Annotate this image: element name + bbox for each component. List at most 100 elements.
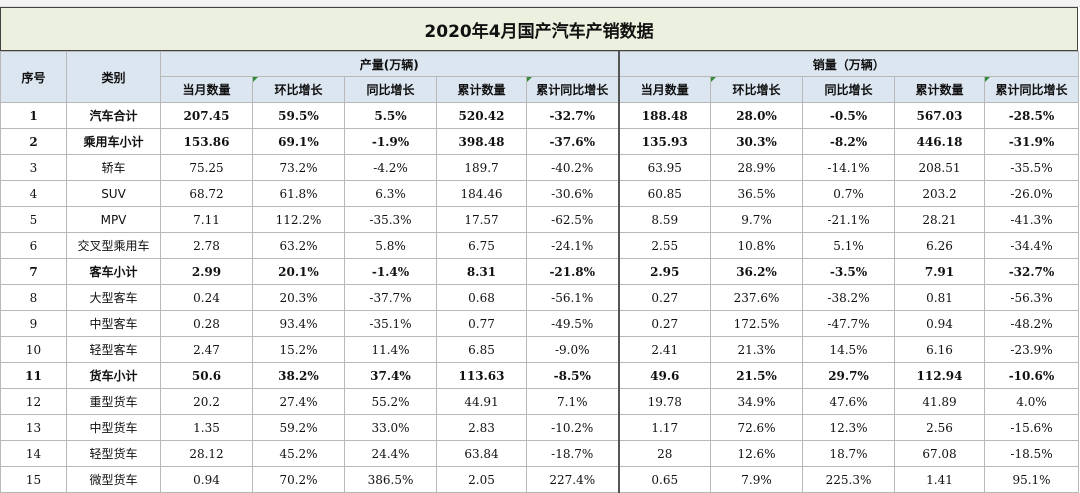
cell-sales-2[interactable]: 47.6% (802, 388, 896, 415)
cell-sales-0[interactable]: 2.55 (617, 232, 712, 259)
cell-seq[interactable]: 9 (0, 310, 67, 337)
cell-production-2[interactable]: -37.7% (344, 284, 437, 311)
cell-sales-1[interactable]: 172.5% (710, 310, 804, 337)
cell-production-4[interactable]: -8.5% (525, 362, 620, 389)
cell-production-1[interactable]: 69.1% (252, 128, 345, 155)
cell-seq[interactable]: 1 (0, 102, 67, 129)
cell-seq[interactable]: 8 (0, 284, 67, 311)
cell-sales-1[interactable]: 36.5% (710, 180, 804, 207)
cell-sales-2[interactable]: -47.7% (802, 310, 896, 337)
cell-sales-3[interactable]: 203.2 (894, 180, 986, 207)
cell-sales-3[interactable]: 28.21 (894, 206, 986, 233)
cell-sales-0[interactable]: 0.27 (617, 310, 712, 337)
cell-production-1[interactable]: 20.1% (252, 258, 345, 285)
cell-sales-0[interactable]: 2.95 (617, 258, 712, 285)
cell-sales-4[interactable]: -41.3% (984, 206, 1080, 233)
cell-production-2[interactable]: 6.3% (344, 180, 437, 207)
cell-production-4[interactable]: -32.7% (525, 102, 620, 129)
cell-production-4[interactable]: -21.8% (525, 258, 620, 285)
cell-category[interactable]: 重型货车 (66, 388, 161, 415)
cell-production-0[interactable]: 207.45 (160, 102, 253, 129)
header-production-col-3[interactable]: 累计数量 (436, 76, 527, 103)
cell-production-4[interactable]: -24.1% (525, 232, 620, 259)
cell-sales-2[interactable]: 0.7% (802, 180, 896, 207)
cell-production-1[interactable]: 59.5% (252, 102, 345, 129)
cell-production-1[interactable]: 73.2% (252, 154, 345, 181)
header-sales-col-0[interactable]: 当月数量 (617, 76, 712, 103)
cell-sales-4[interactable]: -56.3% (984, 284, 1080, 311)
cell-sales-4[interactable]: -35.5% (984, 154, 1080, 181)
cell-sales-2[interactable]: 5.1% (802, 232, 896, 259)
cell-production-0[interactable]: 68.72 (160, 180, 253, 207)
cell-production-2[interactable]: -4.2% (344, 154, 437, 181)
cell-sales-4[interactable]: -23.9% (984, 336, 1080, 363)
cell-sales-3[interactable]: 67.08 (894, 440, 986, 467)
cell-production-3[interactable]: 63.84 (436, 440, 527, 467)
cell-production-4[interactable]: -10.2% (525, 414, 620, 441)
cell-production-3[interactable]: 44.91 (436, 388, 527, 415)
cell-production-1[interactable]: 45.2% (252, 440, 345, 467)
cell-category[interactable]: SUV (66, 180, 161, 207)
cell-production-0[interactable]: 0.28 (160, 310, 253, 337)
cell-production-3[interactable]: 17.57 (436, 206, 527, 233)
cell-sales-0[interactable]: 28 (617, 440, 712, 467)
cell-sales-4[interactable]: 4.0% (984, 388, 1080, 415)
cell-production-4[interactable]: -18.7% (525, 440, 620, 467)
header-production-col-4[interactable]: 累计同比增长 (525, 76, 620, 103)
cell-sales-1[interactable]: 28.0% (710, 102, 804, 129)
cell-production-0[interactable]: 7.11 (160, 206, 253, 233)
cell-sales-4[interactable]: -34.4% (984, 232, 1080, 259)
cell-sales-0[interactable]: 0.27 (617, 284, 712, 311)
cell-sales-3[interactable]: 446.18 (894, 128, 986, 155)
cell-sales-3[interactable]: 112.94 (894, 362, 986, 389)
cell-production-0[interactable]: 2.47 (160, 336, 253, 363)
cell-sales-2[interactable]: 12.3% (802, 414, 896, 441)
cell-sales-1[interactable]: 9.7% (710, 206, 804, 233)
cell-production-2[interactable]: 11.4% (344, 336, 437, 363)
cell-sales-4[interactable]: -48.2% (984, 310, 1080, 337)
cell-sales-3[interactable]: 208.51 (894, 154, 986, 181)
header-production-col-1[interactable]: 环比增长 (252, 76, 345, 103)
cell-sales-1[interactable]: 12.6% (710, 440, 804, 467)
cell-sales-2[interactable]: 18.7% (802, 440, 896, 467)
cell-production-0[interactable]: 2.99 (160, 258, 253, 285)
cell-sales-1[interactable]: 10.8% (710, 232, 804, 259)
cell-production-2[interactable]: 24.4% (344, 440, 437, 467)
cell-production-0[interactable]: 75.25 (160, 154, 253, 181)
cell-production-1[interactable]: 93.4% (252, 310, 345, 337)
cell-sales-0[interactable]: 19.78 (617, 388, 712, 415)
cell-production-3[interactable]: 0.68 (436, 284, 527, 311)
cell-sales-1[interactable]: 237.6% (710, 284, 804, 311)
cell-sales-1[interactable]: 30.3% (710, 128, 804, 155)
cell-sales-0[interactable]: 2.41 (617, 336, 712, 363)
cell-production-0[interactable]: 50.6 (160, 362, 253, 389)
cell-sales-3[interactable]: 6.16 (894, 336, 986, 363)
cell-production-1[interactable]: 20.3% (252, 284, 345, 311)
cell-category[interactable]: 轿车 (66, 154, 161, 181)
cell-category[interactable]: 货车小计 (66, 362, 161, 389)
cell-production-3[interactable]: 189.7 (436, 154, 527, 181)
cell-sales-2[interactable]: -0.5% (802, 102, 896, 129)
cell-production-2[interactable]: -35.3% (344, 206, 437, 233)
cell-sales-2[interactable]: -8.2% (802, 128, 896, 155)
cell-production-1[interactable]: 27.4% (252, 388, 345, 415)
cell-sales-4[interactable]: -26.0% (984, 180, 1080, 207)
cell-sales-3[interactable]: 567.03 (894, 102, 986, 129)
cell-production-0[interactable]: 28.12 (160, 440, 253, 467)
cell-production-4[interactable]: 7.1% (525, 388, 620, 415)
cell-production-3[interactable]: 184.46 (436, 180, 527, 207)
cell-seq[interactable]: 10 (0, 336, 67, 363)
cell-category[interactable]: 汽车合计 (66, 102, 161, 129)
cell-seq[interactable]: 4 (0, 180, 67, 207)
cell-category[interactable]: 交叉型乘用车 (66, 232, 161, 259)
cell-production-1[interactable]: 61.8% (252, 180, 345, 207)
cell-sales-3[interactable]: 6.26 (894, 232, 986, 259)
cell-sales-4[interactable]: -15.6% (984, 414, 1080, 441)
cell-category[interactable]: 大型客车 (66, 284, 161, 311)
cell-production-1[interactable]: 112.2% (252, 206, 345, 233)
cell-sales-0[interactable]: 60.85 (617, 180, 712, 207)
cell-production-3[interactable]: 8.31 (436, 258, 527, 285)
cell-category[interactable]: 中型货车 (66, 414, 161, 441)
cell-production-1[interactable]: 63.2% (252, 232, 345, 259)
cell-sales-4[interactable]: -28.5% (984, 102, 1080, 129)
